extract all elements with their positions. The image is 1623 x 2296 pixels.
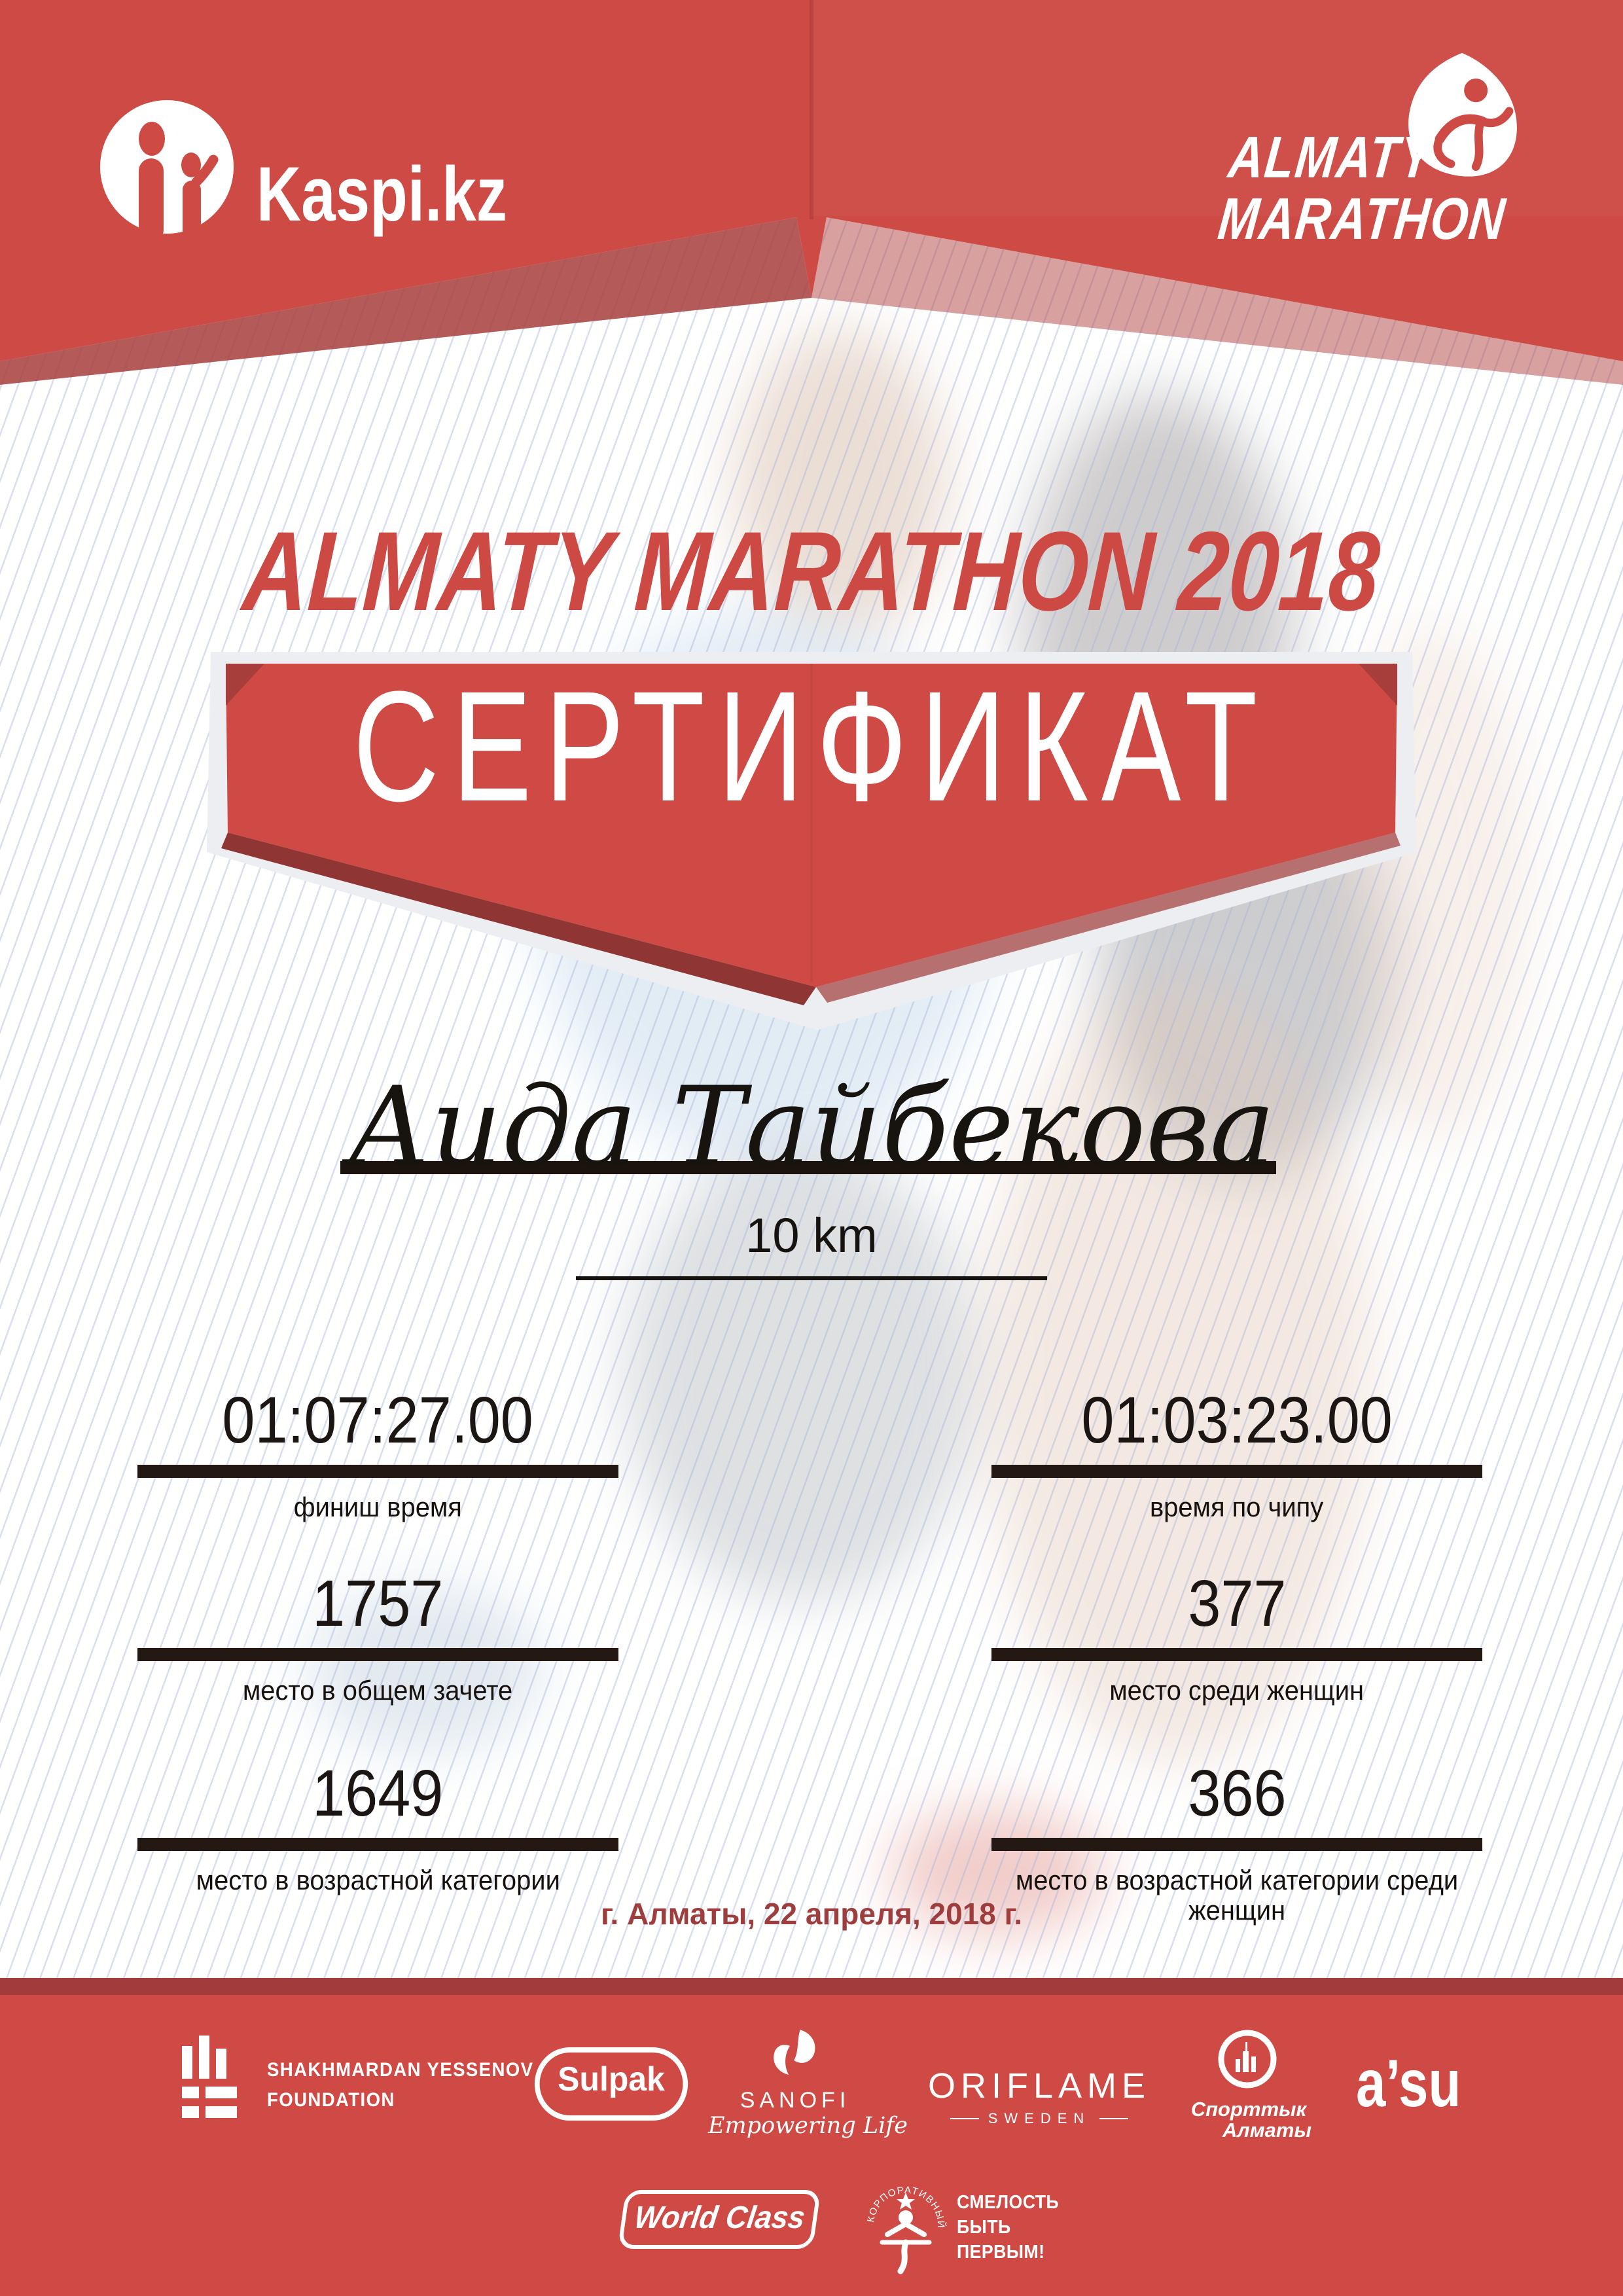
stat-label: место среди женщин — [1109, 1675, 1364, 1706]
footer-dark-stripe — [0, 1978, 1623, 1995]
fund-slogan-2: БЫТЬ — [957, 2217, 1011, 2238]
stat-underline — [137, 1648, 618, 1661]
sulpak-logo: Sulpak — [534, 2047, 688, 2121]
oriflame-logo-text: ORIFLAME — [927, 2066, 1151, 2106]
stat-underline — [991, 1465, 1482, 1478]
stat-value: 1649 — [312, 1757, 444, 1830]
recipient-name: Аида Тайбекова — [348, 1063, 1275, 1191]
sporttyk-text-1: Спорттык — [1190, 2098, 1307, 2121]
corporate-fund-emblem: КОРПОРАТИВНЫЙ ФОНД — [863, 2174, 946, 2274]
distance-value: 10 km — [745, 1208, 878, 1263]
stat-overall-place: 1757 место в общем зачете — [137, 1571, 618, 1706]
stat-value: 01:07:27.00 — [222, 1384, 534, 1457]
sanofi-tagline: Empowering Life — [708, 2113, 908, 2139]
oriflame-sweden-text: SWEDEN — [988, 2110, 1091, 2126]
fund-slogan-1: СМЕЛОСТЬ — [957, 2192, 1060, 2213]
yessenov-foundation-icon — [182, 2036, 237, 2118]
stat-finish-time: 01:07:27.00 финиш время — [137, 1388, 618, 1522]
sporttyk-text-2: Алматы — [1222, 2119, 1311, 2142]
yessenov-foundation-text-2: FOUNDATION — [267, 2089, 395, 2111]
world-class-logo: World Class — [617, 2190, 821, 2249]
oriflame-right-dash — [1099, 2118, 1129, 2119]
photo-red-shoe — [890, 1806, 1106, 1937]
certificate-label: СЕРТИФИКАТ — [353, 658, 1270, 834]
stat-chip-time: 01:03:23.00 время по чипу — [991, 1388, 1482, 1522]
oriflame-left-dash — [950, 2118, 979, 2119]
header-banner — [0, 0, 1623, 385]
stat-label: место в возрастной категории среди женщи… — [1015, 1865, 1459, 1926]
stat-age-women-place: 366 место в возрастной категории среди ж… — [991, 1761, 1482, 1926]
kaspi-logo-text: Kaspi.kz — [257, 151, 507, 238]
stat-label: место в возрастной категории — [196, 1865, 560, 1895]
distance-underline — [576, 1276, 1047, 1280]
stat-value: 01:03:23.00 — [1081, 1384, 1393, 1457]
photo-man-shorts — [622, 1145, 982, 1604]
kaspi-logo-icon — [100, 100, 234, 242]
stat-value: 366 — [1187, 1757, 1287, 1830]
stat-label: финиш время — [293, 1492, 463, 1522]
stat-label: место в общем зачете — [243, 1675, 513, 1706]
stat-age-place: 1649 место в возрастной категории — [137, 1761, 618, 1895]
sporttyk-almaty-emblem — [1218, 2030, 1277, 2089]
marathon-logo-emblem — [1408, 52, 1517, 177]
photo-man-head — [733, 327, 949, 641]
stat-underline — [137, 1838, 618, 1851]
asu-logo: a’su — [1356, 2046, 1461, 2121]
stat-women-place: 377 место среди женщин — [991, 1571, 1482, 1706]
city-date-line: г. Алматы, 22 апреля, 2018 г. — [601, 1897, 1022, 1931]
event-title: ALMATY MARATHON 2018 — [240, 509, 1383, 634]
yessenov-foundation-text-1: SHAKHMARDAN YESSENOV — [267, 2059, 534, 2081]
oriflame-sweden-row: SWEDEN — [921, 2110, 1157, 2127]
stat-value: 1757 — [312, 1567, 444, 1640]
stat-value: 377 — [1187, 1567, 1287, 1640]
marathon-logo-text-2: MARATHON — [1215, 187, 1509, 252]
fund-slogan-3: ПЕРВЫМ! — [957, 2242, 1045, 2263]
stat-label: время по чипу — [1150, 1492, 1324, 1522]
stat-underline — [991, 1838, 1482, 1851]
sanofi-icon — [774, 2030, 815, 2075]
photo-legs — [982, 982, 1374, 1767]
stat-underline — [137, 1465, 618, 1478]
certificate-banner — [207, 652, 1416, 1030]
photo-blue-shoe — [308, 1584, 543, 1754]
name-underline — [340, 1161, 1276, 1174]
stat-underline — [991, 1648, 1482, 1661]
sanofi-logo-text: SANOFI — [740, 2088, 851, 2113]
guilloche-pattern — [0, 203, 1623, 1978]
